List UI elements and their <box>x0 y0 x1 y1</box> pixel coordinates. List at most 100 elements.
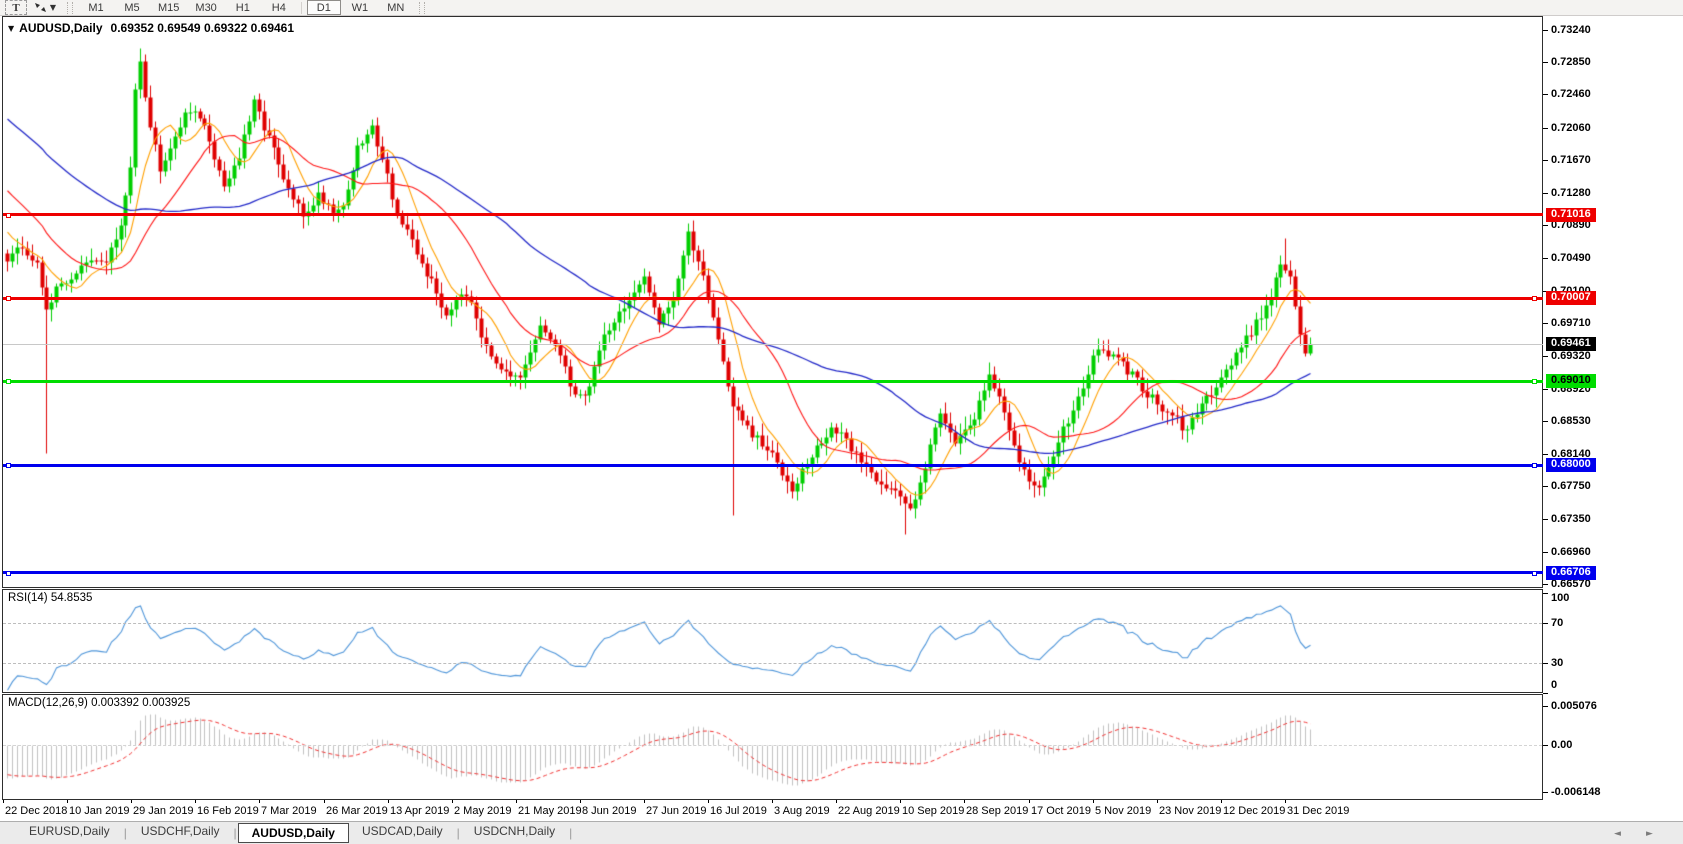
macd-axis-tickmark <box>1543 745 1548 746</box>
horizontal-line-0.70007[interactable] <box>3 297 1543 300</box>
price-axis-tickmark <box>1543 291 1548 292</box>
price-axis-label: 0.69320 <box>1551 350 1591 362</box>
rsi-axis-label: 30 <box>1551 657 1564 669</box>
chart-tab-usdcad[interactable]: USDCAD,Daily <box>361 823 443 838</box>
rsi-axis-tickmark <box>1543 663 1548 664</box>
line-end-marker <box>6 213 11 218</box>
price-line-label-0.68000: 0.68000 <box>1546 458 1596 472</box>
price-axis-label: 0.68140 <box>1551 448 1591 460</box>
date-axis-label: 7 Mar 2019 <box>261 805 317 817</box>
date-axis-tickmark <box>452 800 453 803</box>
line-end-marker <box>1532 296 1537 301</box>
line-end-marker <box>6 379 11 384</box>
horizontal-line-0.69010[interactable] <box>3 380 1543 383</box>
price-axis-tickmark <box>1543 128 1548 129</box>
tab-separator: | <box>233 826 237 840</box>
date-axis-tickmark <box>131 800 132 803</box>
price-axis-tickmark <box>1543 258 1548 259</box>
date-axis-tickmark <box>195 800 196 803</box>
price-axis-label: 0.72060 <box>1551 122 1591 134</box>
timeframe-button-m30[interactable]: M30 <box>195 1 217 14</box>
timeframe-button-m15[interactable]: M15 <box>158 1 180 14</box>
price-line-label-0.71016: 0.71016 <box>1546 208 1596 222</box>
timeframe-button-d1[interactable]: D1 <box>306 0 341 15</box>
collapse-icon[interactable]: ▼ <box>8 23 15 33</box>
price-axis-tickmark <box>1543 356 1548 357</box>
price-axis-label: 0.73240 <box>1551 24 1591 36</box>
horizontal-line-0.68000[interactable] <box>3 464 1543 467</box>
rsi-axis-label: 100 <box>1551 592 1570 604</box>
date-axis-label: 28 Sep 2019 <box>966 805 1029 817</box>
date-axis-label: 29 Jan 2019 <box>133 805 194 817</box>
tab-scroll-left-icon[interactable]: ◄ <box>1614 829 1621 839</box>
date-axis-tickmark <box>259 800 260 803</box>
price-axis-tickmark <box>1543 584 1548 585</box>
price-line-label-0.66706: 0.66706 <box>1546 566 1596 580</box>
line-end-marker <box>1532 379 1537 384</box>
price-axis-label: 0.66570 <box>1551 578 1591 590</box>
rsi-axis-label: 0 <box>1551 679 1558 691</box>
macd-label: MACD(12,26,9) 0.003392 0.003925 <box>8 697 191 709</box>
tab-scroll-right-icon[interactable]: ► <box>1646 829 1653 839</box>
chart-tab-bar: EURUSD,Daily | USDCHF,Daily | AUDUSD,Daily US… <box>0 821 1683 844</box>
date-axis-tickmark <box>836 800 837 803</box>
price-line-label-0.69010: 0.69010 <box>1546 374 1596 388</box>
date-axis-label: 13 Apr 2019 <box>390 805 450 817</box>
timeframe-buttons: M1 M5 M15 M30 H1 H4 D1 W1 MN <box>78 0 414 15</box>
price-line-label-0.70007: 0.70007 <box>1546 291 1596 305</box>
rsi-level-line <box>3 623 1542 624</box>
rsi-level-line <box>3 663 1542 664</box>
timeframe-button-m1[interactable]: M1 <box>88 1 104 14</box>
line-end-marker <box>1532 463 1537 468</box>
chart-tab-usdcnh[interactable]: USDCNH,Daily <box>473 823 556 838</box>
date-axis-tickmark <box>516 800 517 803</box>
timeframe-button-m5[interactable]: M5 <box>124 1 140 14</box>
price-axis-label: 0.71670 <box>1551 154 1591 166</box>
price-axis-label: 0.71280 <box>1551 187 1591 199</box>
chart-symbol-label: AUDUSD,Daily <box>19 21 103 35</box>
date-axis-label: 21 May 2019 <box>518 805 582 817</box>
chart-tab-usdchf[interactable]: USDCHF,Daily <box>140 823 220 838</box>
price-axis-label: 0.72850 <box>1551 56 1591 68</box>
horizontal-line-0.66706[interactable] <box>3 571 1543 574</box>
price-axis-tickmark <box>1543 454 1548 455</box>
date-axis-label: 23 Nov 2019 <box>1159 805 1222 817</box>
macd-canvas[interactable] <box>3 695 1542 799</box>
macd-axis-label: -0.006148 <box>1551 786 1601 798</box>
price-axis-label: 0.67750 <box>1551 480 1591 492</box>
price-axis-tickmark <box>1543 225 1548 226</box>
candlestick-canvas[interactable] <box>3 17 1542 587</box>
line-end-marker <box>1532 571 1537 576</box>
text-tool-button[interactable]: T <box>5 0 27 15</box>
chart-tab-audusd[interactable]: AUDUSD,Daily <box>237 823 349 843</box>
rsi-canvas[interactable] <box>3 590 1542 692</box>
date-axis-tickmark <box>1093 800 1094 803</box>
price-axis-tickmark <box>1543 389 1548 390</box>
cursor-tool-button[interactable]: ▼ <box>29 0 61 15</box>
current-price-line <box>3 344 1543 345</box>
date-axis-label: 31 Dec 2019 <box>1287 805 1350 817</box>
date-axis-label: 26 Mar 2019 <box>326 805 388 817</box>
price-axis-label: 0.66960 <box>1551 546 1591 558</box>
timeframe-button-w1[interactable]: W1 <box>351 1 369 14</box>
macd-axis-tickmark <box>1543 792 1548 793</box>
price-axis-tickmark <box>1543 421 1548 422</box>
price-axis-tickmark <box>1543 94 1548 95</box>
cursor-arrows-icon <box>34 2 47 13</box>
timeframe-button-mn[interactable]: MN <box>387 1 405 14</box>
line-end-marker <box>6 463 11 468</box>
rsi-axis-tickmark <box>1543 593 1548 594</box>
date-axis-label: 17 Oct 2019 <box>1031 805 1091 817</box>
line-end-marker <box>6 296 11 301</box>
price-axis-label: 0.68530 <box>1551 415 1591 427</box>
timeframe-button-h4[interactable]: H4 <box>271 1 286 14</box>
date-axis-label: 2 May 2019 <box>454 805 512 817</box>
date-axis-label: 5 Nov 2019 <box>1095 805 1152 817</box>
horizontal-line-0.71016[interactable] <box>3 213 1543 216</box>
date-axis-tickmark <box>708 800 709 803</box>
rsi-axis-label: 70 <box>1551 617 1564 629</box>
tab-separator: | <box>123 826 127 840</box>
chart-tab-eurusd[interactable]: EURUSD,Daily <box>29 823 110 838</box>
timeframe-button-h1[interactable]: H1 <box>235 1 250 14</box>
price-axis-tickmark <box>1543 323 1548 324</box>
